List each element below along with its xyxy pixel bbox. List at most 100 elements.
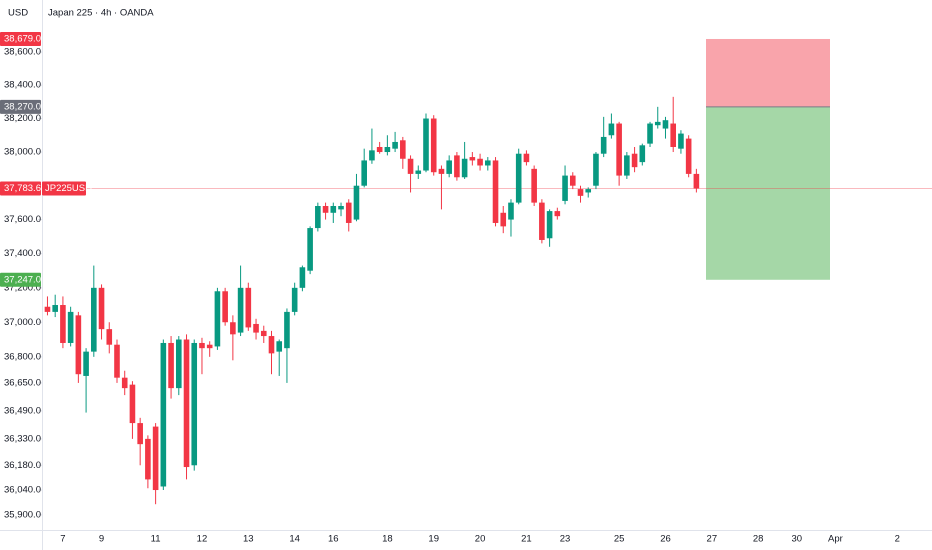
y-tick-label: 37,400.0	[4, 248, 41, 259]
candle	[260, 325, 267, 343]
candle	[322, 202, 329, 220]
candle-body	[585, 189, 592, 193]
candle	[670, 96, 677, 153]
candle	[639, 143, 646, 166]
candle-body	[631, 153, 638, 168]
candle	[485, 157, 491, 171]
y-tick-label: 36,180.0	[4, 460, 41, 471]
candle	[654, 106, 661, 129]
candle	[585, 187, 592, 198]
candle-body	[214, 291, 221, 347]
stop-label: 38,679.0	[4, 34, 41, 45]
y-tick-label: 35,900.0	[4, 509, 41, 520]
candle	[492, 157, 499, 227]
candle-body	[199, 342, 205, 349]
candle-body	[624, 155, 630, 176]
candle-body	[554, 211, 561, 217]
candle	[67, 306, 74, 347]
candle	[376, 141, 383, 154]
candle	[60, 296, 66, 349]
y-tick-label: 38,000.0	[4, 147, 41, 158]
candle	[624, 152, 630, 179]
candle	[222, 287, 228, 326]
candle	[647, 121, 653, 147]
candle-body	[600, 136, 607, 154]
candle	[145, 435, 151, 489]
candle	[693, 168, 700, 193]
candle-body	[508, 202, 514, 220]
candle	[152, 423, 159, 505]
x-tick-label: 26	[660, 534, 671, 545]
candle-body	[662, 120, 669, 129]
candle	[44, 296, 51, 316]
x-tick-label: 12	[197, 534, 208, 545]
candle-body	[338, 206, 344, 210]
candle	[562, 165, 568, 205]
candle-body	[183, 339, 190, 468]
candle-body	[121, 377, 128, 389]
candle	[137, 417, 143, 466]
candle-body	[531, 168, 537, 203]
candle-body	[67, 311, 74, 343]
candle-body	[245, 287, 252, 328]
symbol-tag	[42, 181, 86, 196]
candle-body	[593, 153, 599, 186]
candle-body	[523, 153, 530, 163]
candle-body	[91, 287, 97, 352]
candle	[678, 130, 684, 154]
x-tick-label: 30	[792, 534, 803, 545]
candle	[291, 282, 298, 316]
candle	[168, 336, 174, 399]
candle	[384, 135, 391, 156]
candle	[121, 370, 128, 396]
x-tick-label: 19	[428, 534, 439, 545]
candle	[631, 146, 638, 173]
candle-body	[469, 157, 476, 161]
candle	[423, 113, 429, 173]
candle	[160, 339, 167, 491]
candle	[446, 155, 452, 178]
candle-body	[291, 287, 298, 312]
candle-body	[276, 341, 283, 352]
chart-title: Japan 225 · 4h · OANDA	[48, 8, 154, 19]
candle-body	[577, 189, 584, 196]
candle-body	[114, 344, 120, 378]
stop-tag	[0, 31, 41, 46]
candle-body	[400, 140, 406, 159]
x-tick-label: 7	[60, 534, 65, 545]
candle-body	[438, 168, 445, 174]
candle	[268, 330, 275, 375]
last-price-tag	[0, 181, 41, 196]
x-tick-label: 2	[895, 534, 900, 545]
y-tick-label: 38,200.0	[4, 113, 41, 124]
x-tick-label: 21	[521, 534, 532, 545]
candle	[206, 341, 213, 357]
x-tick-label: 23	[560, 534, 571, 545]
candle-body	[206, 344, 213, 349]
candle	[438, 165, 445, 210]
candle	[315, 202, 321, 232]
candle-body	[569, 175, 576, 186]
candle	[199, 337, 205, 375]
x-tick-label: 14	[289, 534, 300, 545]
candle-body	[222, 291, 228, 323]
candle	[577, 185, 584, 203]
candle	[608, 113, 615, 139]
candle	[276, 339, 283, 376]
candle	[98, 284, 105, 340]
x-tick-label: 27	[707, 534, 718, 545]
x-tick-label: 16	[328, 534, 339, 545]
candle	[330, 202, 337, 223]
candle-body	[369, 150, 375, 161]
candle-body	[678, 133, 684, 149]
candle	[600, 116, 607, 158]
candle-body	[670, 123, 677, 147]
candle-body	[608, 123, 615, 136]
entry-tag	[0, 99, 41, 114]
candle	[245, 282, 252, 331]
candle-body	[330, 206, 337, 213]
candle-body	[376, 146, 383, 153]
candle-body	[230, 322, 236, 335]
